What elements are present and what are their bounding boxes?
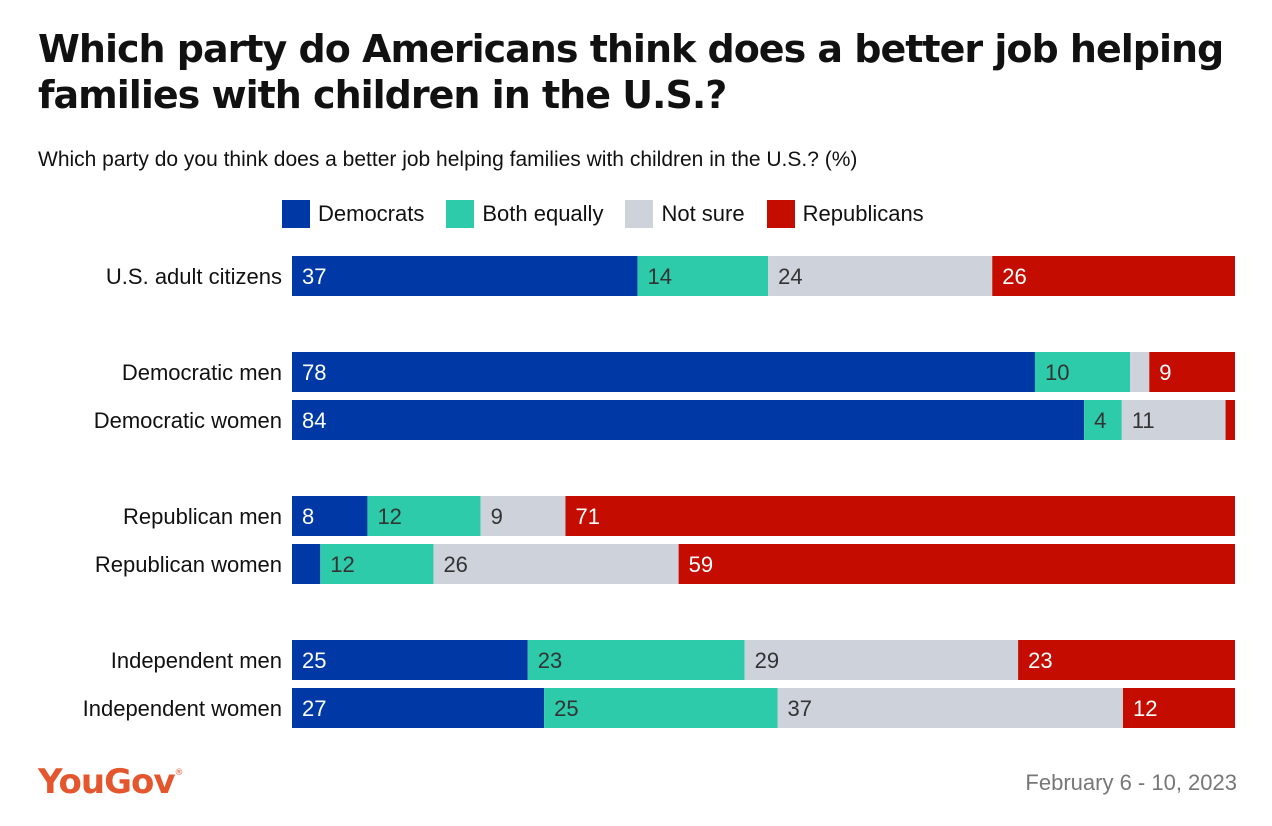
value-label-independent-women-both-equally: 25 xyxy=(554,696,578,721)
registered-mark: ® xyxy=(174,768,184,778)
bar-u-s-adult-citizens-republicans xyxy=(992,256,1235,296)
value-label-republican-women-republicans: 59 xyxy=(689,552,713,577)
legend-label-democrats: Democrats xyxy=(318,201,425,226)
legend-swatch-democrats xyxy=(282,200,310,228)
legend-label-republicans: Republicans xyxy=(802,201,924,226)
value-label-republican-men-republicans: 71 xyxy=(575,504,599,529)
value-label-independent-women-democrats: 27 xyxy=(302,696,326,721)
value-label-democratic-women-democrats: 84 xyxy=(302,408,326,433)
value-label-republican-women-not-sure: 26 xyxy=(443,552,467,577)
value-label-democratic-men-both-equally: 10 xyxy=(1045,360,1069,385)
bar-republican-men-democrats xyxy=(292,496,368,536)
yougov-logo: YouGov® xyxy=(38,762,184,802)
bar-republican-men-both-equally xyxy=(367,496,481,536)
bar-republican-women-democrats xyxy=(292,544,321,584)
bar-republican-women-republicans xyxy=(678,544,1235,584)
bar-republican-women-both-equally xyxy=(320,544,434,584)
bar-democratic-women-both-equally xyxy=(1084,400,1122,440)
value-label-u-s-adult-citizens-both-equally: 14 xyxy=(647,264,671,289)
bar-democratic-men-republicans xyxy=(1149,352,1235,392)
value-label-democratic-men-republicans: 9 xyxy=(1159,360,1171,385)
value-label-republican-women-both-equally: 12 xyxy=(330,552,354,577)
bar-democratic-women-not-sure xyxy=(1121,400,1226,440)
category-label-democratic-women: Democratic women xyxy=(94,408,282,433)
value-label-u-s-adult-citizens-not-sure: 24 xyxy=(778,264,802,289)
value-label-u-s-adult-citizens-democrats: 37 xyxy=(302,264,326,289)
logo-text: YouGov xyxy=(38,762,175,802)
bar-democratic-men-democrats xyxy=(292,352,1035,392)
legend-swatch-both-equally xyxy=(446,200,475,228)
bar-u-s-adult-citizens-democrats xyxy=(292,256,638,296)
value-label-independent-women-republicans: 12 xyxy=(1133,696,1157,721)
bar-democratic-men-not-sure xyxy=(1130,352,1150,392)
bar-u-s-adult-citizens-both-equally xyxy=(637,256,769,296)
bar-u-s-adult-citizens-not-sure xyxy=(768,256,993,296)
value-label-republican-men-not-sure: 9 xyxy=(491,504,503,529)
bar-independent-women-republicans xyxy=(1122,688,1235,728)
legend-item-both-equally: Both equally xyxy=(446,200,603,228)
bar-independent-women-both-equally xyxy=(544,688,778,728)
category-label-independent-men: Independent men xyxy=(111,648,282,673)
category-label-republican-men: Republican men xyxy=(123,504,282,529)
chart-subtitle: Which party do you think does a better j… xyxy=(38,148,858,171)
legend: Democrats Both equally Not sure Republic… xyxy=(282,200,946,228)
legend-label-not-sure: Not sure xyxy=(661,201,745,226)
bar-independent-men-democrats xyxy=(292,640,528,680)
value-label-independent-men-democrats: 25 xyxy=(302,648,326,673)
legend-item-democrats: Democrats xyxy=(282,200,424,228)
survey-date: February 6 - 10, 2023 xyxy=(1025,770,1237,795)
bar-independent-women-democrats xyxy=(292,688,545,728)
value-label-democratic-men-democrats: 78 xyxy=(302,360,326,385)
legend-label-both-equally: Both equally xyxy=(482,201,604,226)
category-label-republican-women: Republican women xyxy=(95,552,282,577)
legend-item-not-sure: Not sure xyxy=(625,200,745,228)
bar-independent-men-republicans xyxy=(1018,640,1235,680)
bar-republican-women-not-sure xyxy=(433,544,679,584)
value-label-u-s-adult-citizens-republicans: 26 xyxy=(1002,264,1026,289)
bar-independent-women-not-sure xyxy=(777,688,1123,728)
value-label-republican-men-democrats: 8 xyxy=(302,504,314,529)
legend-item-republicans: Republicans xyxy=(766,200,924,228)
value-label-democratic-women-both-equally: 4 xyxy=(1094,408,1106,433)
chart-title: Which party do Americans think does a be… xyxy=(38,27,1224,117)
value-label-democratic-women-not-sure: 11 xyxy=(1132,408,1155,433)
bar-independent-men-not-sure xyxy=(744,640,1019,680)
category-label-u-s-adult-citizens: U.S. adult citizens xyxy=(106,264,282,289)
value-label-independent-men-both-equally: 23 xyxy=(538,648,562,673)
bar-democratic-women-democrats xyxy=(292,400,1085,440)
value-label-independent-men-republicans: 23 xyxy=(1028,648,1052,673)
bar-democratic-women-republicans xyxy=(1225,400,1235,440)
legend-swatch-not-sure xyxy=(625,200,654,228)
bar-democratic-men-both-equally xyxy=(1034,352,1131,392)
category-label-democratic-men: Democratic men xyxy=(122,360,282,385)
bar-republican-men-not-sure xyxy=(480,496,566,536)
bar-independent-men-both-equally xyxy=(527,640,745,680)
bar-republican-men-republicans xyxy=(565,496,1235,536)
value-label-independent-women-not-sure: 37 xyxy=(788,696,812,721)
value-label-independent-men-not-sure: 29 xyxy=(755,648,779,673)
legend-swatch-republicans xyxy=(766,200,795,228)
category-label-independent-women: Independent women xyxy=(83,696,282,721)
value-label-republican-men-both-equally: 12 xyxy=(377,504,401,529)
